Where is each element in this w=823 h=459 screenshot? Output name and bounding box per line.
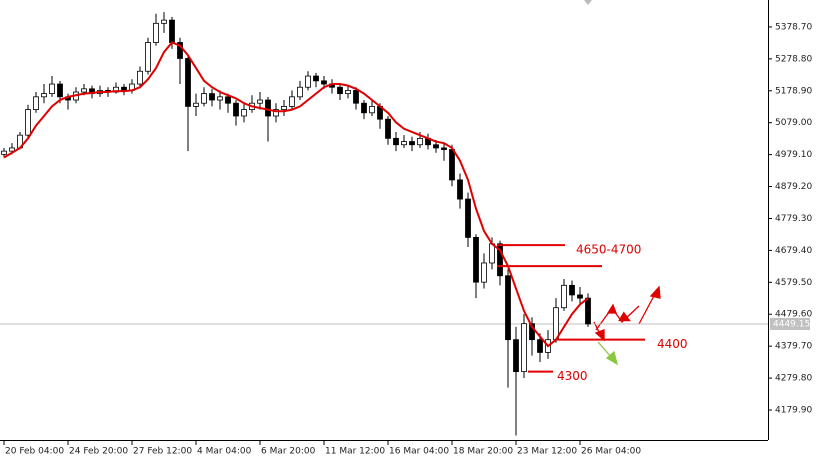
candle-body — [145, 42, 151, 72]
candle-body — [161, 19, 167, 24]
candle-body — [585, 297, 591, 325]
candle-body — [1, 150, 7, 155]
candle-body — [153, 22, 159, 43]
candle-body — [177, 42, 183, 59]
level-label: 4650-4700 — [576, 243, 641, 257]
moving-average — [3, 41, 589, 348]
y-tick-label: 4279.80 — [775, 374, 812, 384]
x-tick-label: 20 Feb 04:00 — [5, 447, 64, 457]
candle-body — [369, 106, 375, 114]
candle-body — [289, 96, 295, 107]
x-tick-label: 4 Mar 04:00 — [197, 447, 252, 457]
candle-body — [49, 83, 55, 95]
forecast-arrows — [593, 285, 661, 342]
candle-body — [225, 96, 231, 104]
candle-body — [305, 75, 311, 88]
x-tick-label: 24 Feb 20:00 — [69, 447, 128, 457]
x-tick-label: 6 Mar 20:00 — [261, 447, 316, 457]
candle-body — [241, 109, 247, 117]
x-tick-label: 26 Mar 04:00 — [581, 447, 641, 457]
level-label: 4400 — [657, 337, 688, 351]
x-tick-label: 23 Mar 12:00 — [517, 447, 577, 457]
y-tick-label: 4979.10 — [775, 150, 812, 160]
candle-body — [473, 237, 479, 283]
y-tick-label: 5378.70 — [775, 22, 812, 32]
y-tick-label: 4179.90 — [775, 405, 812, 415]
candle-body — [417, 137, 423, 146]
candle-body — [505, 275, 511, 341]
y-tick-label: 4679.40 — [775, 246, 812, 256]
candle-body — [521, 323, 527, 373]
candle-body — [561, 284, 567, 309]
candle-body — [209, 93, 215, 101]
x-tick-label: 11 Mar 12:00 — [325, 447, 385, 457]
y-tick-label: 4479.60 — [775, 310, 812, 320]
candle-body — [81, 88, 87, 93]
candle-body — [169, 19, 175, 43]
last-price-label: 4449.15 — [773, 319, 810, 329]
candle-body — [297, 86, 303, 98]
y-tick-label: 4879.20 — [775, 182, 812, 192]
candle-body — [513, 339, 519, 373]
candle-body — [257, 99, 263, 104]
y-tick-label: 5079.00 — [775, 118, 812, 128]
candle-body — [577, 294, 583, 299]
candle-body — [137, 70, 143, 85]
candle-body — [201, 93, 207, 104]
candle-body — [193, 102, 199, 107]
candle-body — [217, 96, 223, 101]
candle-body — [433, 144, 439, 149]
candle-body — [385, 118, 391, 139]
candle-body — [57, 83, 63, 98]
candle-body — [529, 323, 535, 341]
x-tick-label: 27 Feb 12:00 — [133, 447, 192, 457]
candle-body — [337, 86, 343, 95]
candle-body — [393, 137, 399, 146]
candle-body — [409, 141, 415, 146]
x-tick-label: 16 Mar 04:00 — [389, 447, 449, 457]
last-price-box — [770, 317, 810, 330]
candle-body — [345, 90, 351, 95]
candle-body — [9, 147, 15, 152]
candle-body — [457, 179, 463, 200]
candle-body — [361, 102, 367, 114]
candle-body — [489, 243, 495, 264]
candle-body — [449, 149, 455, 181]
candle-body — [313, 75, 319, 82]
y-tick-label: 5178.90 — [775, 86, 812, 96]
candle-body — [537, 339, 543, 353]
candle-body — [321, 80, 327, 85]
candle-body — [185, 58, 191, 107]
candle-body — [465, 198, 471, 238]
candle-body — [41, 93, 47, 98]
candle-body — [481, 262, 487, 283]
candle-body — [569, 284, 575, 296]
candle-body — [281, 106, 287, 111]
candle-body — [233, 102, 239, 117]
candle-body — [353, 90, 359, 104]
candle-body — [265, 99, 271, 117]
candle-body — [273, 109, 279, 117]
y-tick-label: 4779.30 — [775, 214, 812, 224]
candle-body — [441, 147, 447, 150]
y-tick-label: 4579.50 — [775, 278, 812, 288]
candle-body — [25, 109, 31, 136]
y-tick-label: 4379.70 — [775, 342, 812, 352]
candle-body — [33, 96, 39, 111]
candle-body — [497, 243, 503, 277]
y-tick-label: 5278.80 — [775, 54, 812, 64]
candle-body — [401, 141, 407, 146]
x-tick-label: 18 Mar 20:00 — [453, 447, 513, 457]
candle-body — [553, 307, 559, 341]
down-arrow — [597, 341, 619, 366]
shift-marker — [584, 0, 592, 5]
level-label: 4300 — [557, 369, 588, 383]
